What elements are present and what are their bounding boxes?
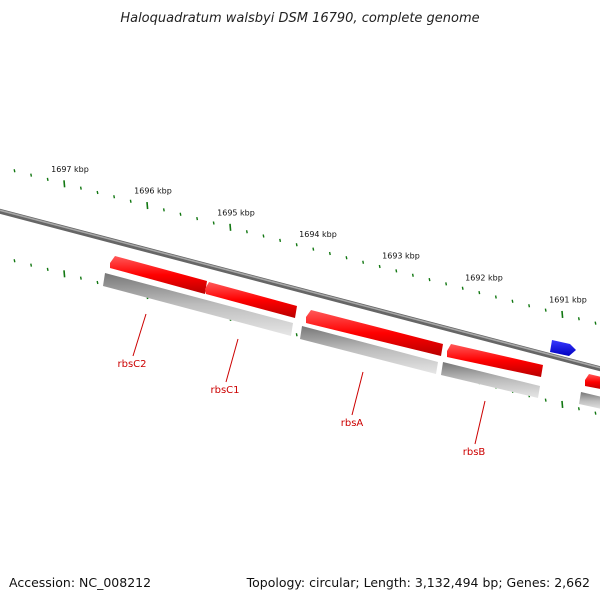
gene-reverse-blue-arrow [550,340,576,356]
gene-rbsC2-shadow [103,273,293,336]
ruler-minor-tick [411,273,414,277]
ruler-minor-tick [395,269,398,273]
gene-rbsA-arrow [306,310,443,356]
ruler-minor-tick [544,308,547,312]
gene-labels: rbsC2 rbsC1 rbsA rbsB [117,313,486,458]
ruler-major-tick [561,310,564,318]
ruler-minor-tick [129,199,132,203]
ruler-minor-tick [245,230,248,234]
ruler-minor-tick [79,186,82,190]
gene-rbsC1-arrow [205,282,297,318]
gene-reverse-blue[interactable] [550,340,576,356]
ruler-minor-tick [46,177,49,182]
ruler-tick-label: 1696 kbp [134,187,172,196]
gene-partial-right-shadow [579,392,600,409]
ruler-minor-tick [295,243,298,247]
ruler-major-tick [229,223,232,231]
ruler-tick-labels: 1697 kbp 1696 kbp 1695 kbp 1694 kbp 1693 kbp… [51,165,587,305]
gene-label-rbsB[interactable]: rbsB [463,447,486,458]
gene-rbsB[interactable] [441,344,543,398]
gene-partial-right-arrow [585,374,600,389]
ruler-minor-tick [362,260,365,264]
ruler-minor-tick [312,247,315,251]
ruler-minor-tick [13,259,16,263]
gene-rbsC2-arrow [110,256,207,294]
ruler-minor-tick [528,304,531,308]
gene-rbsA[interactable] [300,310,443,374]
ruler-minor-tick [478,290,481,295]
genome-summary-text: Topology: circular; Length: 3,132,494 bp… [246,575,590,590]
gene-label-rbsC2[interactable]: rbsC2 [117,359,146,370]
gene-partial-right[interactable] [579,374,600,410]
gene-label-rbsC1[interactable]: rbsC1 [210,385,239,396]
ruler-minor-tick [212,221,215,225]
ruler-outer-ticks [13,169,597,325]
ruler-tick-label: 1693 kbp [382,252,420,261]
gene-rbsC2[interactable] [103,256,293,336]
ruler-minor-tick [162,208,165,212]
ruler-minor-tick [30,173,33,177]
map-title: Haloquadratum walsbyi DSM 16790, complet… [120,11,479,26]
ruler-major-tick [146,202,149,210]
leader-rbsB [474,400,486,445]
leader-rbsC2 [132,313,147,357]
ruler-minor-tick [594,411,597,415]
ruler-major-tick [63,270,66,278]
ruler-minor-tick [577,317,580,321]
ruler-minor-tick [594,321,597,325]
ruler-minor-tick [577,407,580,411]
gene-rbsA-shadow [300,326,438,374]
ruler-minor-tick [544,398,547,402]
ruler-minor-tick [378,264,381,269]
ruler-minor-tick [13,169,16,173]
ruler-tick-label: 1697 kbp [51,165,89,174]
leader-rbsC1 [225,338,239,383]
genome-backbone [0,208,600,372]
ruler-minor-tick [46,267,49,272]
ruler-minor-tick [328,251,331,256]
ruler-major-tick [63,180,66,188]
ruler-minor-tick [96,190,99,195]
ruler-minor-tick [295,333,298,337]
ruler-minor-tick [30,263,33,267]
accession-text: Accession: NC_008212 [9,575,152,590]
ruler-minor-tick [279,238,282,243]
ruler-minor-tick [494,295,497,299]
ruler-minor-tick [79,276,82,280]
ruler-tick-label: 1691 kbp [549,295,587,304]
ruler-minor-tick [445,282,448,286]
ruler-minor-tick [345,256,348,260]
ruler-minor-tick [511,299,514,303]
ruler-minor-tick [262,234,265,238]
ruler-minor-tick [179,212,182,216]
gene-rbsB-arrow [447,344,543,377]
gene-rbsC1[interactable] [205,282,297,318]
ruler-minor-tick [113,195,116,199]
gene-label-rbsA[interactable]: rbsA [341,418,364,429]
ruler-tick-label: 1695 kbp [217,208,255,217]
leader-rbsA [351,371,364,416]
ruler-major-tick [561,400,564,408]
ruler-tick-label: 1694 kbp [299,230,337,239]
gene-rbsB-shadow [441,362,540,398]
ruler-minor-tick [96,280,99,285]
ruler-minor-tick [196,216,199,221]
ruler-minor-tick [428,277,431,282]
ruler-minor-tick [461,286,464,290]
ruler-tick-label: 1692 kbp [465,273,503,282]
